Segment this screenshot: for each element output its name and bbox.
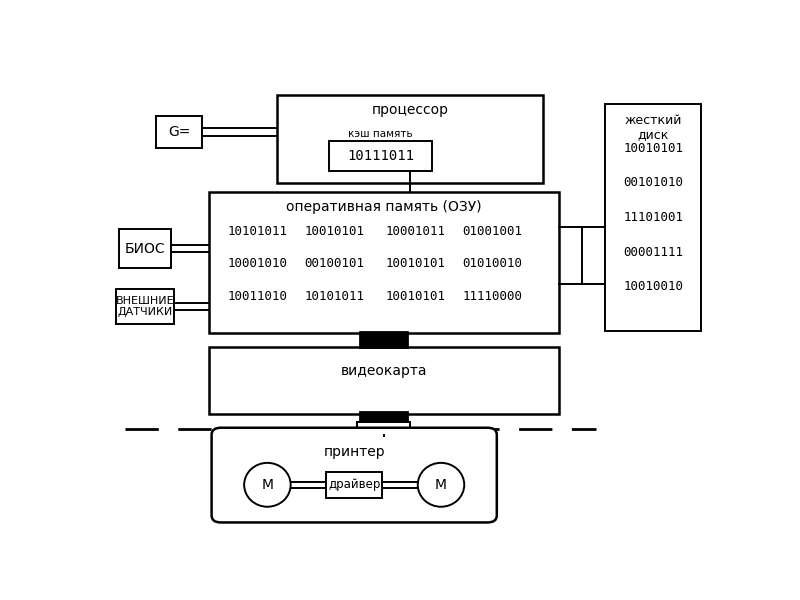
- Text: M: M: [435, 478, 447, 492]
- Text: кэш память: кэш память: [348, 129, 413, 139]
- Text: 11101001: 11101001: [623, 211, 683, 224]
- Bar: [118, 229, 171, 268]
- Bar: [277, 95, 543, 183]
- Bar: [330, 141, 432, 172]
- Text: 10010101: 10010101: [623, 142, 683, 155]
- Text: 10010101: 10010101: [386, 290, 445, 302]
- Text: жесткий
диск: жесткий диск: [625, 113, 682, 142]
- Text: 00100101: 00100101: [305, 257, 365, 270]
- Bar: [209, 347, 558, 414]
- Bar: [156, 116, 202, 148]
- Text: драйвер: драйвер: [328, 478, 380, 491]
- Bar: [209, 192, 558, 333]
- Text: M: M: [262, 478, 274, 492]
- Text: БИОС: БИОС: [125, 242, 166, 256]
- Text: процессор: процессор: [371, 103, 449, 118]
- Text: 10011010: 10011010: [227, 290, 287, 302]
- Bar: [360, 412, 407, 421]
- Bar: [606, 104, 702, 331]
- Text: 10010101: 10010101: [386, 257, 445, 270]
- Text: 01001001: 01001001: [462, 225, 522, 238]
- Text: 11110000: 11110000: [462, 290, 522, 302]
- Text: видеокарта: видеокарта: [341, 364, 427, 378]
- Text: 00001111: 00001111: [623, 245, 683, 259]
- Bar: [115, 289, 174, 324]
- Text: ВНЕШНИЕ
ДАТЧИКИ: ВНЕШНИЕ ДАТЧИКИ: [116, 296, 174, 317]
- Text: 10111011: 10111011: [347, 149, 414, 163]
- Text: 10010010: 10010010: [623, 280, 683, 293]
- Text: 00101010: 00101010: [623, 176, 683, 190]
- Text: принтер: принтер: [323, 445, 385, 459]
- Bar: [360, 332, 407, 347]
- Text: G=: G=: [168, 125, 190, 139]
- Text: оперативная память (ОЗУ): оперативная память (ОЗУ): [286, 200, 482, 214]
- Text: 10010101: 10010101: [305, 225, 365, 238]
- Text: 10101011: 10101011: [305, 290, 365, 302]
- Text: 10001010: 10001010: [227, 257, 287, 270]
- Text: 10101011: 10101011: [227, 225, 287, 238]
- Bar: [326, 472, 382, 497]
- Bar: [358, 422, 410, 436]
- FancyBboxPatch shape: [211, 428, 497, 523]
- Text: 10001011: 10001011: [386, 225, 445, 238]
- Text: 01010010: 01010010: [462, 257, 522, 270]
